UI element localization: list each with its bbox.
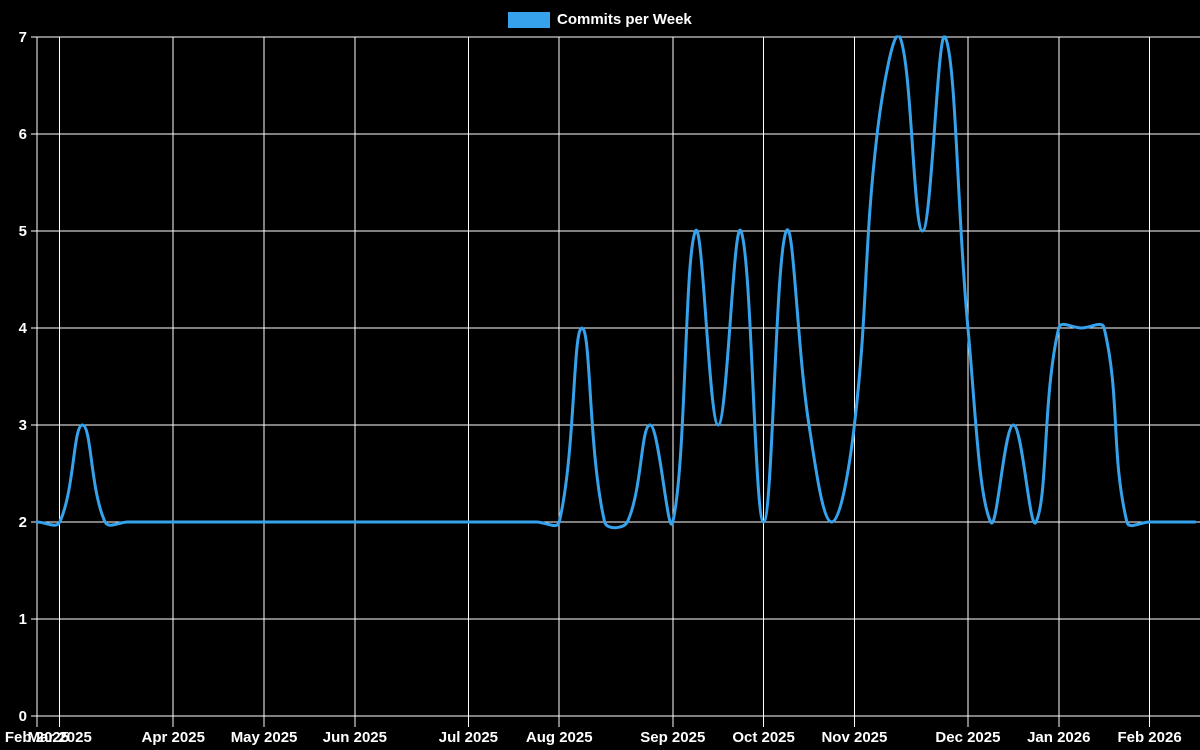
y-tick-label: 3 [19, 417, 27, 434]
y-tick-label: 7 [19, 29, 27, 46]
y-tick-label: 4 [19, 320, 28, 337]
gridlines [31, 36, 1200, 727]
x-tick-label: Apr 2025 [142, 729, 205, 746]
legend-swatch [508, 12, 550, 28]
y-tick-label: 6 [19, 126, 27, 143]
x-tick-label: Jun 2025 [323, 729, 387, 746]
y-tick-label: 1 [19, 611, 27, 628]
x-tick-label: Jul 2025 [439, 729, 498, 746]
x-tick-label: Aug 2025 [526, 729, 593, 746]
x-tick-label: Oct 2025 [732, 729, 795, 746]
y-tick-label: 0 [19, 708, 27, 725]
x-tick-label: Feb 2025 [5, 729, 69, 746]
x-tick-label: Jan 2026 [1027, 729, 1090, 746]
y-tick-label: 5 [19, 223, 27, 240]
y-tick-label: 2 [19, 514, 27, 531]
chart-legend-item[interactable]: Commits per Week [508, 12, 692, 28]
legend-label: Commits per Week [557, 11, 692, 28]
x-tick-label: Nov 2025 [821, 729, 887, 746]
commits-line-series [35, 35, 1197, 530]
x-tick-label: Sep 2025 [640, 729, 705, 746]
x-tick-label: Feb 2026 [1117, 729, 1181, 746]
x-tick-label: May 2025 [231, 729, 298, 746]
x-tick-label: Mar 2025 [28, 729, 92, 746]
x-tick-label: Dec 2025 [935, 729, 1000, 746]
